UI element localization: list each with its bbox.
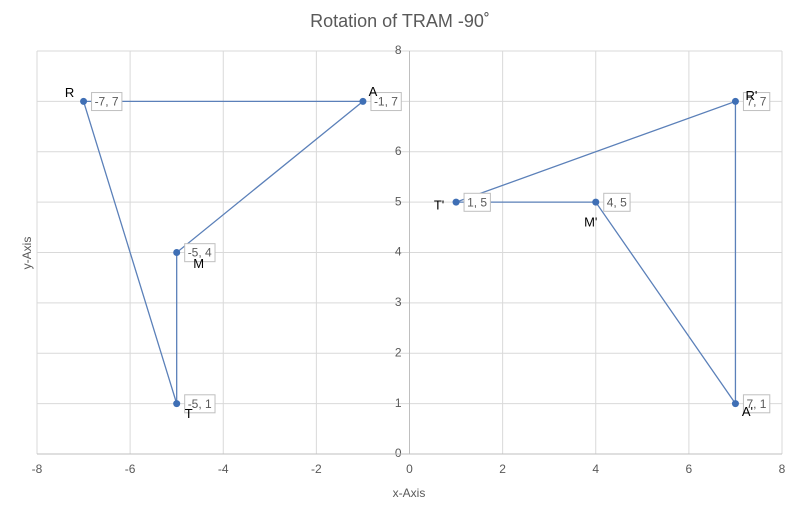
- y-tick-label: 3: [395, 295, 402, 309]
- point-name: R: [65, 85, 74, 100]
- x-tick-label: 0: [406, 462, 413, 476]
- data-label: 7, 7: [746, 95, 766, 109]
- point-name: T': [434, 198, 444, 213]
- x-tick-label: 6: [686, 462, 693, 476]
- data-label-box: [742, 92, 771, 112]
- point: [359, 97, 367, 105]
- data-label: -5, 4: [188, 246, 212, 260]
- x-tick-label: 8: [779, 462, 786, 476]
- data-label-box: [370, 92, 402, 112]
- y-tick-label: 0: [395, 446, 402, 460]
- data-label: -7, 7: [95, 95, 119, 109]
- x-axis-label: x-Axis: [393, 486, 426, 500]
- point-name: R': [746, 88, 758, 103]
- point-name: M: [193, 256, 204, 271]
- point-name: A': [742, 404, 753, 419]
- y-axis-label: y-Axis: [20, 237, 34, 270]
- point: [80, 97, 88, 105]
- y-tick-label: 8: [395, 43, 402, 57]
- data-label: 1, 5: [467, 195, 487, 209]
- data-label-box: [184, 394, 216, 414]
- data-label: -1, 7: [374, 95, 398, 109]
- data-label-box: [91, 92, 123, 112]
- x-tick-label: -2: [311, 462, 322, 476]
- data-label-box: [742, 394, 771, 414]
- x-tick-label: -4: [218, 462, 229, 476]
- x-tick-label: -8: [32, 462, 43, 476]
- point: [731, 97, 739, 105]
- data-label-box: [603, 192, 631, 212]
- y-tick-label: 5: [395, 194, 402, 208]
- y-tick-label: 1: [395, 396, 402, 410]
- point: [731, 400, 739, 408]
- chart-title: Rotation of TRAM -90˚: [310, 11, 490, 31]
- point: [592, 198, 600, 206]
- point-name: A: [369, 84, 378, 99]
- data-label: 4, 5: [607, 195, 627, 209]
- data-label: 7, 1: [746, 397, 766, 411]
- x-tick-label: -6: [125, 462, 136, 476]
- y-tick-label: 2: [395, 345, 402, 359]
- data-label-box: [184, 243, 216, 263]
- x-tick-label: 2: [499, 462, 506, 476]
- data-label: -5, 1: [188, 397, 212, 411]
- point-name: M': [584, 215, 597, 230]
- y-tick-label: 4: [395, 245, 402, 259]
- x-tick-label: 4: [592, 462, 599, 476]
- point: [452, 198, 460, 206]
- point: [173, 400, 181, 408]
- y-tick-label: 6: [395, 144, 402, 158]
- point: [173, 249, 181, 256]
- data-label-box: [463, 192, 491, 212]
- point-name: T: [185, 406, 193, 421]
